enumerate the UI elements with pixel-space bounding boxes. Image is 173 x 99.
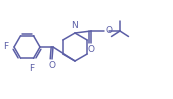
Text: O: O — [48, 61, 56, 70]
Text: N: N — [72, 20, 78, 30]
Text: F: F — [3, 41, 8, 50]
Text: O: O — [106, 26, 112, 34]
Text: F: F — [29, 64, 34, 73]
Text: O: O — [88, 45, 94, 54]
